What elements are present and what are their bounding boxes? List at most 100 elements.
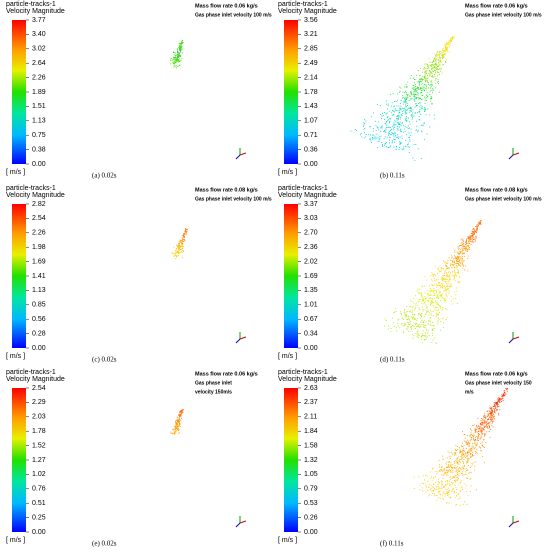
particle (437, 81, 439, 82)
particle (411, 309, 413, 311)
particle (460, 265, 462, 266)
particle (183, 233, 185, 235)
particle (429, 94, 431, 95)
particle (175, 60, 177, 62)
particle (181, 410, 183, 412)
particle (391, 105, 392, 107)
particle (446, 268, 448, 269)
particle (408, 100, 410, 101)
particle (441, 309, 443, 311)
particle (461, 472, 462, 474)
particle (496, 402, 497, 403)
particle (437, 296, 438, 297)
particle (444, 468, 446, 470)
particle (497, 402, 499, 404)
particle (409, 110, 411, 112)
particle (395, 310, 397, 312)
colorbar-label: 1.84 (304, 428, 318, 435)
particle (421, 105, 423, 107)
particle (475, 431, 476, 432)
particle (475, 439, 476, 440)
particle (450, 265, 451, 267)
particle (393, 132, 395, 134)
particle (486, 410, 488, 412)
particle (440, 296, 442, 297)
particle (429, 312, 431, 314)
particle (384, 318, 386, 320)
particle (429, 75, 431, 77)
particle (438, 59, 439, 61)
particle (428, 486, 430, 488)
particle (449, 286, 451, 288)
particle (452, 264, 454, 266)
particle (181, 49, 183, 50)
particle (445, 289, 447, 291)
particle (375, 138, 377, 140)
particle (494, 418, 496, 420)
particle (460, 469, 462, 470)
particle (390, 130, 391, 131)
particle (442, 477, 444, 479)
particle (444, 47, 446, 48)
particle (400, 130, 401, 132)
particle (486, 421, 488, 423)
particle (478, 222, 479, 224)
particle (499, 409, 501, 411)
particle (403, 318, 405, 320)
particle (424, 75, 426, 77)
particle (471, 235, 472, 237)
particle (473, 231, 475, 233)
particle (477, 224, 479, 226)
particle (469, 239, 471, 241)
particle (389, 122, 390, 124)
particle (179, 245, 181, 247)
particle (425, 314, 426, 315)
particle (489, 415, 491, 417)
particle (393, 146, 395, 148)
particle (431, 88, 433, 90)
particle (477, 226, 478, 227)
particle (423, 109, 425, 111)
particle (431, 84, 433, 86)
annotation: Mass flow rate 0.08 kg/s (465, 187, 528, 193)
particle (368, 134, 369, 136)
particle (502, 400, 504, 402)
particle (446, 42, 447, 43)
particle (177, 251, 179, 252)
particle (379, 138, 381, 140)
particle (389, 127, 391, 128)
particle (439, 294, 441, 296)
particle (454, 273, 456, 275)
particle (407, 94, 409, 95)
particle (419, 309, 421, 311)
particle (476, 489, 477, 491)
particle (427, 480, 429, 482)
particle (180, 43, 181, 44)
colorbar-label: 1.13 (32, 118, 46, 125)
particle (498, 400, 499, 402)
particle (481, 433, 483, 435)
particle (440, 271, 442, 272)
particle (404, 125, 406, 127)
particle (438, 291, 440, 293)
particle (454, 452, 455, 454)
particle (177, 49, 179, 51)
particle (432, 103, 433, 105)
particle (444, 264, 446, 266)
particle (421, 338, 423, 340)
particle (431, 272, 433, 274)
particle (456, 260, 457, 262)
particle (388, 132, 389, 134)
particle (423, 84, 425, 86)
particle (419, 68, 421, 69)
colorbar-label: 3.03 (304, 215, 318, 222)
particle (173, 56, 174, 58)
particle (432, 468, 434, 470)
particle (425, 301, 427, 303)
particle (476, 227, 478, 229)
particle (425, 337, 427, 339)
particle (448, 492, 449, 493)
particle (450, 471, 452, 473)
colorbar-label: 2.26 (32, 74, 46, 81)
particle (470, 471, 472, 473)
